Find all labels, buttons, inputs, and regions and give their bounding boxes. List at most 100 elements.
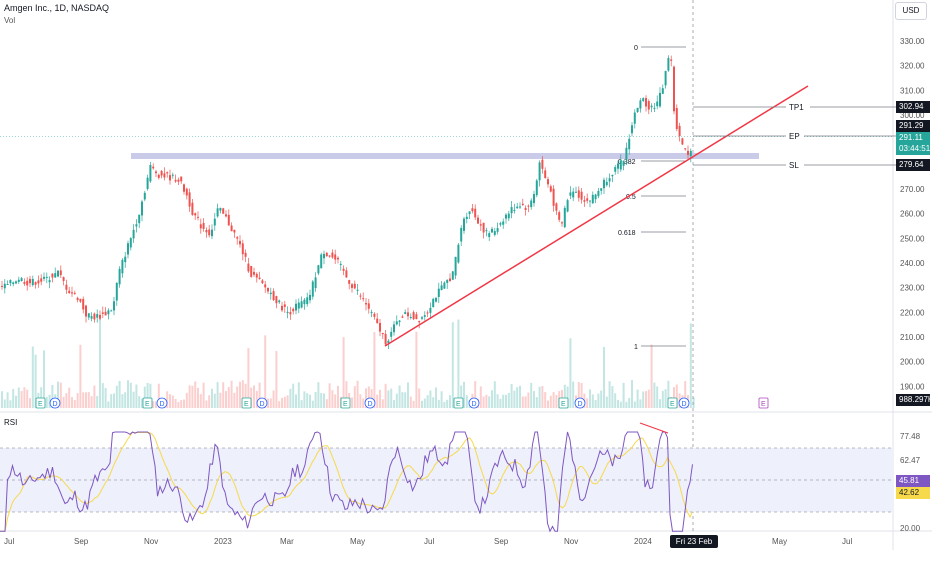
candle-body xyxy=(569,192,572,196)
candle-body xyxy=(110,310,113,312)
volume-bar xyxy=(415,331,418,408)
volume-bar xyxy=(673,387,675,408)
volume-bar xyxy=(577,382,580,408)
symbol-title[interactable]: Amgen Inc., 1D, NASDAQ xyxy=(4,3,110,13)
candle-body xyxy=(667,58,670,71)
volume-bar xyxy=(57,381,59,408)
volume-bar xyxy=(409,396,412,408)
volume-bar xyxy=(474,381,477,408)
trend-line[interactable] xyxy=(384,85,809,347)
volume-bar xyxy=(185,392,188,408)
dividend-marker xyxy=(256,397,268,409)
volume-bar xyxy=(541,385,544,408)
volume-bar xyxy=(202,382,205,408)
candle-body xyxy=(359,295,362,297)
candle-body xyxy=(197,216,199,218)
volume-bar xyxy=(499,398,502,408)
trade-levels[interactable]: TP1 EP SL xyxy=(693,101,896,170)
volume-bar xyxy=(566,386,569,408)
candle-body xyxy=(577,190,580,198)
volume-bar xyxy=(197,387,199,408)
volume-bar xyxy=(138,396,141,408)
candle-body xyxy=(409,316,412,318)
volume-bar xyxy=(110,394,113,408)
volume-tag: 988.297K xyxy=(896,394,932,406)
volume-bar xyxy=(398,385,401,408)
candle-body xyxy=(258,277,261,280)
candle-body xyxy=(558,212,561,220)
candle-body xyxy=(124,256,127,263)
candle-body xyxy=(17,279,20,282)
volume-bar xyxy=(689,323,692,408)
volume-bar xyxy=(423,398,426,408)
candle-body xyxy=(639,100,642,109)
candle-body xyxy=(678,125,681,137)
volume-bar xyxy=(311,400,314,408)
volume-bar xyxy=(236,386,239,408)
volume-bar xyxy=(457,319,460,408)
candle-body xyxy=(566,200,569,212)
candle-body xyxy=(401,316,404,318)
volume-bar xyxy=(513,390,516,408)
time-axis[interactable]: Jul Sep Nov 2023 Mar May Jul Sep Nov 2024 May Jul xyxy=(4,537,852,546)
candle-body xyxy=(415,314,418,320)
candle-body xyxy=(477,217,479,224)
candle-body xyxy=(463,218,465,231)
candle-body xyxy=(194,213,197,216)
candle-body xyxy=(435,297,437,302)
volume-bar xyxy=(617,399,619,408)
candle-body xyxy=(236,237,239,239)
volume-bar xyxy=(300,400,303,408)
volume-bar xyxy=(297,382,300,408)
volume-bar xyxy=(93,385,96,408)
volume-bar xyxy=(451,322,454,408)
fib-label: 0.618 xyxy=(618,230,636,237)
candle-body xyxy=(670,59,673,61)
volume-bar xyxy=(465,395,468,408)
candle-body xyxy=(26,280,29,286)
candle-body xyxy=(143,192,146,200)
candle-body xyxy=(96,314,99,318)
candle-body xyxy=(440,285,443,291)
candle-body xyxy=(15,281,17,284)
candle-body xyxy=(454,256,457,276)
last-price-tag: 291.11 xyxy=(896,132,930,144)
volume-bar xyxy=(365,388,367,408)
volume-bar xyxy=(99,316,101,408)
rsi-label[interactable]: RSI xyxy=(4,418,18,427)
volume-bar xyxy=(323,393,325,408)
volume-bar xyxy=(395,393,398,408)
candle-body xyxy=(600,188,603,191)
candle-body xyxy=(233,229,236,233)
candle-body xyxy=(572,191,575,198)
currency-button[interactable]: USD xyxy=(895,2,927,20)
candle-body xyxy=(664,71,667,86)
volume-bar xyxy=(48,394,51,408)
price-axis[interactable]: 330.00320.00310.00300.00290.00280.00270.… xyxy=(900,37,925,391)
price-tick-label: 210.00 xyxy=(900,333,925,342)
candle-body xyxy=(650,105,653,108)
time-axis-label: Sep xyxy=(494,537,509,546)
candle-body xyxy=(51,273,54,278)
volume-bar xyxy=(255,390,258,408)
candle-body xyxy=(446,279,449,283)
candle-body xyxy=(395,321,398,325)
candle-body xyxy=(132,229,135,239)
rsi-ma-tag: 42.62 xyxy=(896,487,930,499)
rsi-line xyxy=(0,431,693,533)
candle-body xyxy=(43,276,45,279)
candle-body xyxy=(493,231,496,235)
candle-body xyxy=(303,299,306,305)
price-tick-label: 330.00 xyxy=(900,37,925,46)
sl-label-bg xyxy=(786,159,804,170)
candle-body xyxy=(118,268,121,285)
earnings-marker xyxy=(667,397,678,409)
candle-body xyxy=(423,315,426,317)
candle-body xyxy=(250,266,253,277)
volume-bar xyxy=(267,398,269,408)
candle-body xyxy=(166,172,169,174)
volume-bar xyxy=(563,384,566,408)
candle-body xyxy=(653,107,656,109)
